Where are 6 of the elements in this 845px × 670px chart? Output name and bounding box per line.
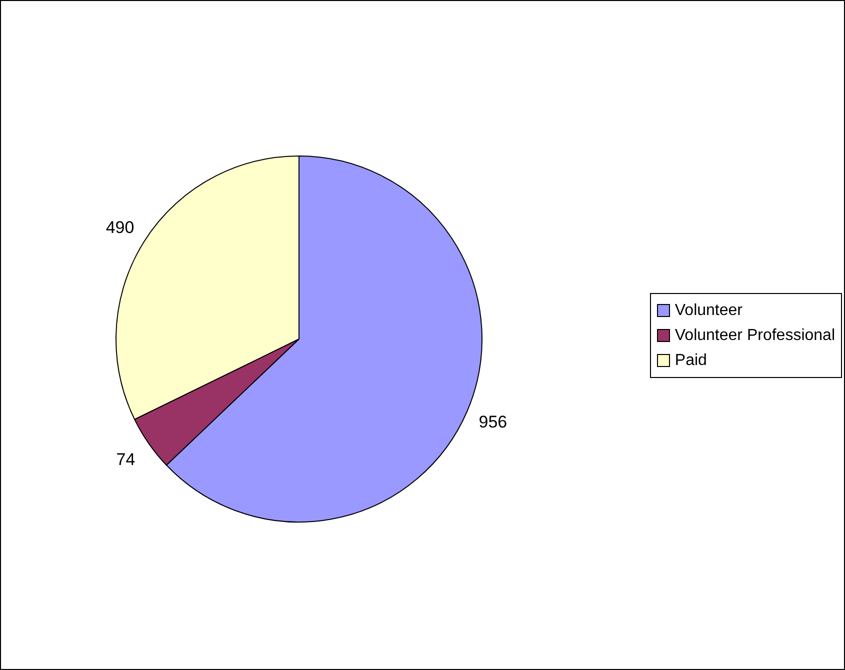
legend-label: Volunteer xyxy=(674,300,742,320)
data-label: 956 xyxy=(478,412,508,432)
legend-label: Paid xyxy=(674,350,707,370)
data-label: 74 xyxy=(116,450,136,469)
data-label: 490 xyxy=(106,218,134,237)
legend-label: Volunteer Professional xyxy=(674,326,835,346)
